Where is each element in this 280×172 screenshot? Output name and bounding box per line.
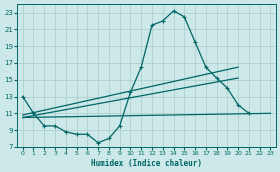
X-axis label: Humidex (Indice chaleur): Humidex (Indice chaleur) bbox=[91, 159, 202, 168]
